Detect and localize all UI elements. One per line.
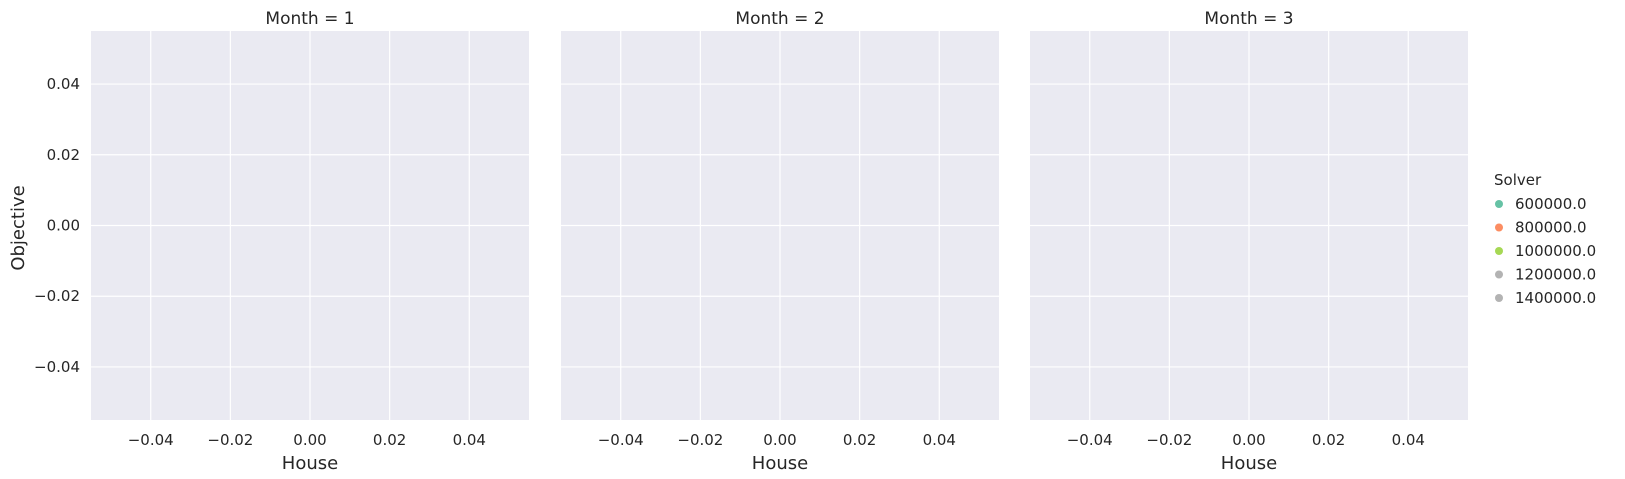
x-tick-label: 0.04 bbox=[1392, 431, 1425, 449]
x-tick-label: −0.02 bbox=[677, 431, 723, 449]
x-tick-label: 0.02 bbox=[843, 431, 876, 449]
legend-title: Solver bbox=[1494, 171, 1542, 189]
x-tick-label: 0.00 bbox=[293, 431, 326, 449]
x-tick-label: 0.02 bbox=[373, 431, 406, 449]
x-tick-label: 0.04 bbox=[923, 431, 956, 449]
x-axis-label: House bbox=[1221, 453, 1277, 474]
y-tick-label: 0.04 bbox=[47, 75, 80, 93]
facet-panels: Month = 1 −0.04 −0.02 0.00 0.02 0.04 House −0.0… bbox=[34, 9, 1468, 474]
legend-marker bbox=[1495, 294, 1503, 302]
x-tick-label: −0.04 bbox=[1067, 431, 1113, 449]
x-axis-label: House bbox=[752, 453, 808, 474]
y-tick-label: 0.02 bbox=[47, 146, 80, 164]
y-axis-label: Objective bbox=[8, 185, 29, 270]
legend-item: 1000000.0 bbox=[1495, 242, 1596, 260]
legend-label: 1000000.0 bbox=[1515, 242, 1596, 260]
legend-marker bbox=[1495, 247, 1503, 255]
panel-title: Month = 2 bbox=[735, 9, 824, 29]
legend-label: 800000.0 bbox=[1515, 219, 1587, 237]
legend-item: 1200000.0 bbox=[1495, 266, 1596, 284]
facet-panel-3: Month = 3 −0.04 −0.02 0.00 0.02 0.04 House bbox=[1030, 9, 1468, 474]
x-axis-label: House bbox=[282, 453, 338, 474]
y-tick-label: −0.02 bbox=[34, 287, 80, 305]
facet-panel-2: Month = 2 −0.04 −0.02 0.00 0.02 0.04 House bbox=[561, 9, 999, 474]
legend-item: 600000.0 bbox=[1495, 195, 1587, 213]
legend-item: 1400000.0 bbox=[1495, 289, 1596, 307]
y-tick-label: −0.04 bbox=[34, 358, 80, 376]
facet-panel-1: Month = 1 −0.04 −0.02 0.00 0.02 0.04 House −0.0… bbox=[34, 9, 529, 474]
x-tick-label: 0.00 bbox=[1232, 431, 1265, 449]
legend-marker bbox=[1495, 223, 1503, 232]
y-tick-label: 0.00 bbox=[47, 217, 80, 235]
panel-title: Month = 1 bbox=[265, 9, 354, 29]
x-tick-label: 0.00 bbox=[763, 431, 796, 449]
legend-marker bbox=[1495, 200, 1503, 208]
panel-title: Month = 3 bbox=[1204, 9, 1293, 29]
x-tick-label: 0.04 bbox=[453, 431, 486, 449]
legend-label: 600000.0 bbox=[1515, 195, 1587, 213]
x-tick-label: −0.04 bbox=[128, 431, 174, 449]
x-tick-label: −0.02 bbox=[207, 431, 253, 449]
legend-label: 1400000.0 bbox=[1515, 289, 1596, 307]
legend-item: 800000.0 bbox=[1495, 219, 1587, 237]
x-tick-label: −0.02 bbox=[1146, 431, 1192, 449]
x-tick-label: −0.04 bbox=[598, 431, 644, 449]
legend-label: 1200000.0 bbox=[1515, 266, 1596, 284]
legend-marker bbox=[1495, 270, 1503, 279]
legend: Solver 600000.0 800000.0 1000000.0 1200000.0… bbox=[1494, 171, 1596, 307]
x-tick-label: 0.02 bbox=[1312, 431, 1345, 449]
